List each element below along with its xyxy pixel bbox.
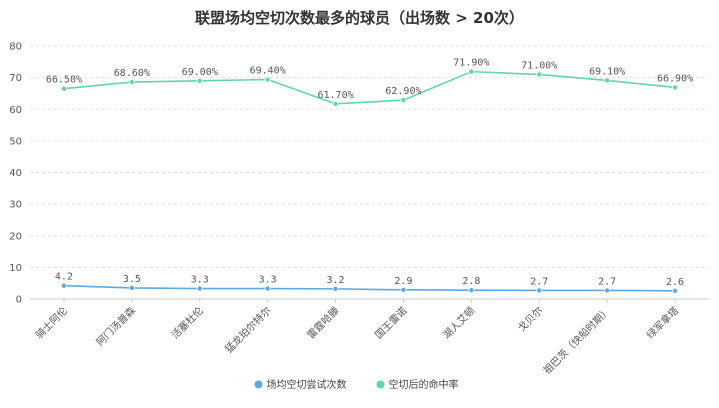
y-tick-label: 20: [9, 231, 22, 242]
series-line: [63, 284, 676, 292]
data-point[interactable]: [332, 285, 339, 292]
data-label: 3.3: [259, 275, 277, 286]
data-label: 66.50%: [46, 75, 82, 86]
data-label: 3.5: [123, 274, 141, 285]
x-tick-label: 雷霆哈滕: [304, 304, 341, 341]
x-tick-label: 国王雷诺: [373, 305, 410, 342]
legend-label: 场均空切尝试次数: [267, 378, 347, 391]
legend-label: 空切后的命中率: [389, 378, 459, 391]
data-label: 68.60%: [114, 68, 150, 79]
y-tick-label: 50: [9, 136, 22, 147]
series-line: [63, 70, 676, 105]
data-point[interactable]: [128, 79, 135, 86]
data-point[interactable]: [672, 287, 679, 294]
data-label: 66.90%: [657, 73, 693, 84]
y-tick-label: 30: [9, 200, 22, 211]
series-2: 66.50% 68.60% 69.00% 69.40% 61.70% 62.90% 71.9…: [46, 58, 693, 107]
data-label: 2.7: [530, 276, 548, 287]
data-point[interactable]: [468, 68, 475, 75]
y-axis: 0 10 20 30 40 50 60 70 80: [9, 42, 22, 306]
data-label: 2.8: [462, 276, 480, 287]
data-point[interactable]: [60, 85, 67, 92]
data-point[interactable]: [536, 287, 543, 294]
y-tick-label: 80: [9, 42, 22, 53]
x-tick-label: 骑士阿伦: [33, 304, 70, 341]
series-1: 4.2 3.5 3.3 3.3 3.2 2.9 2.8 2.7 2.7 2.6: [55, 272, 684, 294]
data-point[interactable]: [536, 71, 543, 78]
data-label: 2.6: [666, 277, 684, 288]
data-point[interactable]: [400, 97, 407, 104]
series-layer: 4.2 3.5 3.3 3.3 3.2 2.9 2.8 2.7 2.7 2.6 66.50% 68.6…: [46, 58, 693, 294]
y-tick-label: 0: [16, 295, 22, 306]
data-point[interactable]: [400, 286, 407, 293]
data-label: 3.2: [327, 275, 345, 286]
legend-marker: [254, 380, 263, 389]
data-point[interactable]: [468, 287, 475, 294]
data-point[interactable]: [264, 285, 271, 292]
data-point[interactable]: [604, 77, 611, 84]
x-tick-label: 戈贝尔: [515, 304, 545, 334]
data-label: 69.10%: [589, 66, 625, 77]
legend-item-2[interactable]: 空切后的命中率: [376, 378, 459, 391]
chart-title: 联盟场均空切次数最多的球员（出场数 > 20次）: [195, 9, 524, 27]
x-axis: 骑士阿伦 阿门汤普森 活塞杜伦 猛龙珀尔特尔 雷霆哈滕 国王雷诺 湖人艾顿 戈贝尔祖巴茨（快船…: [33, 299, 681, 377]
data-label: 4.2: [55, 272, 73, 283]
data-label: 71.00%: [521, 60, 557, 71]
y-tick-label: 60: [9, 105, 22, 116]
legend-marker: [376, 380, 385, 389]
legend-item-1[interactable]: 场均空切尝试次数: [254, 378, 347, 391]
x-tick-label: 祖巴茨（快船时期）: [540, 304, 613, 377]
data-point[interactable]: [60, 282, 67, 289]
data-point[interactable]: [196, 285, 203, 292]
data-label: 2.9: [394, 276, 412, 287]
y-tick-label: 10: [9, 263, 22, 274]
data-label: 62.90%: [385, 86, 421, 97]
data-point[interactable]: [264, 76, 271, 83]
data-label: 69.00%: [182, 67, 218, 78]
data-label: 2.7: [598, 276, 616, 287]
y-tick-label: 70: [9, 73, 22, 84]
data-point[interactable]: [332, 100, 339, 107]
data-label: 3.3: [191, 275, 209, 286]
x-tick-label: 绿军拿塔: [644, 304, 681, 341]
y-tick-label: 40: [9, 168, 22, 179]
legend: 场均空切尝试次数 空切后的命中率: [254, 378, 459, 391]
x-tick-label: 湖人艾顿: [440, 304, 477, 341]
data-label: 69.40%: [250, 66, 286, 77]
gridlines: [30, 45, 709, 300]
x-tick-label: 阿门汤普森: [93, 304, 138, 349]
x-tick-label: 活塞杜伦: [168, 304, 205, 341]
data-label: 71.90%: [453, 58, 489, 69]
data-point[interactable]: [604, 287, 611, 294]
data-label: 61.70%: [317, 90, 353, 101]
x-tick-label: 猛龙珀尔特尔: [222, 304, 274, 356]
data-point[interactable]: [128, 284, 135, 291]
data-point[interactable]: [196, 77, 203, 84]
data-point[interactable]: [672, 84, 679, 91]
